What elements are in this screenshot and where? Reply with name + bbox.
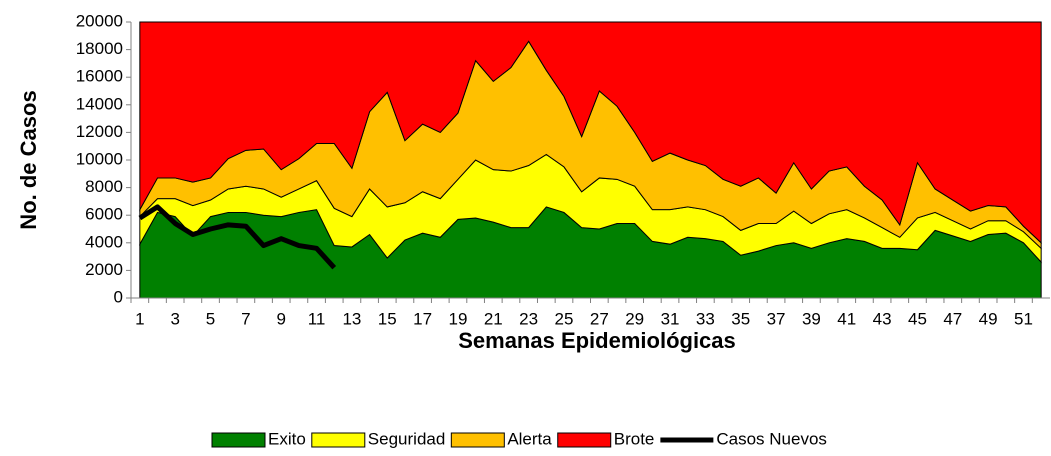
- x-tick-label: 29: [625, 309, 644, 328]
- y-tick-label: 6000: [85, 205, 123, 224]
- x-tick-label: 49: [979, 309, 998, 328]
- y-tick-label: 4000: [85, 232, 123, 251]
- y-tick-label: 16000: [76, 67, 123, 86]
- x-tick-label: 11: [308, 309, 326, 328]
- x-tick-label: 41: [837, 309, 856, 328]
- y-axis-title: No. de Casos: [16, 90, 41, 229]
- x-tick-label: 25: [555, 309, 574, 328]
- x-tick-label: 9: [276, 309, 285, 328]
- y-tick-label: 12000: [76, 122, 123, 141]
- legend-swatch: [311, 432, 366, 448]
- x-tick-label: 45: [908, 309, 927, 328]
- x-tick-label: 13: [342, 309, 361, 328]
- x-tick-label: 51: [1014, 309, 1033, 328]
- x-tick-label: 1: [135, 309, 144, 328]
- legend-swatch: [211, 432, 266, 448]
- y-tick-label: 2000: [85, 260, 123, 279]
- y-tick-label: 8000: [85, 177, 123, 196]
- x-tick-label: 47: [943, 309, 962, 328]
- legend-label: Brote: [614, 429, 655, 448]
- x-axis-title: Semanas Epidemiológicas: [458, 328, 736, 353]
- x-tick-label: 43: [873, 309, 892, 328]
- y-tick-label: 18000: [76, 39, 123, 58]
- x-tick-label: 5: [206, 309, 215, 328]
- x-tick-label: 17: [413, 309, 432, 328]
- x-tick-label: 33: [696, 309, 715, 328]
- legend-swatch: [557, 432, 612, 448]
- x-tick-label: 3: [170, 309, 179, 328]
- x-tick-label: 23: [519, 309, 538, 328]
- x-tick-label: 21: [484, 309, 503, 328]
- x-tick-label: 27: [590, 309, 609, 328]
- area-3: [139, 21, 1042, 244]
- legend-label: Alerta: [507, 429, 552, 448]
- line: [138, 204, 337, 270]
- x-tick-label: 19: [448, 309, 467, 328]
- x-tick-label: 31: [661, 309, 680, 328]
- legend-label: Seguridad: [368, 429, 446, 448]
- x-tick-label: 35: [731, 309, 750, 328]
- legend-label: Exito: [268, 429, 306, 448]
- legend-swatch: [450, 432, 505, 448]
- x-tick-label: 7: [241, 309, 250, 328]
- y-tick-label: 10000: [76, 149, 123, 168]
- y-tick-label: 0: [114, 287, 123, 306]
- x-tick-label: 15: [378, 309, 397, 328]
- y-tick-label: 14000: [76, 94, 123, 113]
- x-tick-label: 39: [802, 309, 821, 328]
- legend-label: Casos Nuevos: [716, 429, 827, 448]
- y-tick-label: 20000: [76, 11, 123, 30]
- x-tick-label: 37: [767, 309, 786, 328]
